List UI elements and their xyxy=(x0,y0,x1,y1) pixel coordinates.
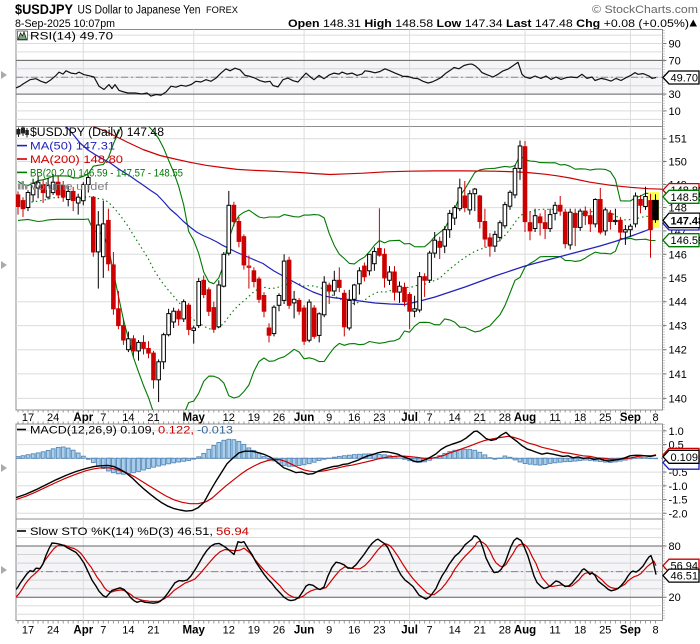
svg-text:140: 140 xyxy=(669,393,687,405)
svg-text:$USDJPY (Daily) 147.48: $USDJPY (Daily) 147.48 xyxy=(30,127,164,139)
svg-text:-1.5: -1.5 xyxy=(669,495,688,507)
svg-text:16: 16 xyxy=(348,412,360,424)
svg-text:MACD(12,26,9) 0.109,: MACD(12,26,9) 0.109, xyxy=(30,425,155,437)
svg-text:11: 11 xyxy=(549,412,560,424)
svg-text:19: 19 xyxy=(248,625,260,637)
svg-text:1.0: 1.0 xyxy=(669,426,684,438)
svg-text:28: 28 xyxy=(499,625,511,637)
svg-text:9: 9 xyxy=(326,412,332,424)
svg-text:18: 18 xyxy=(574,625,586,637)
svg-text:150: 150 xyxy=(669,157,687,169)
svg-text:26: 26 xyxy=(273,625,285,637)
svg-text:7: 7 xyxy=(100,412,106,424)
svg-text:24: 24 xyxy=(47,625,59,637)
svg-text:17: 17 xyxy=(22,625,34,637)
svg-text:8: 8 xyxy=(652,625,658,637)
svg-text:46.51: 46.51 xyxy=(671,571,699,583)
svg-text:24: 24 xyxy=(47,412,59,424)
svg-text:-2.0: -2.0 xyxy=(669,508,688,520)
svg-text:143: 143 xyxy=(669,321,687,333)
svg-text:28: 28 xyxy=(499,412,511,424)
svg-text:14: 14 xyxy=(449,625,461,637)
svg-text:Aug: Aug xyxy=(514,625,536,637)
svg-text:17: 17 xyxy=(22,412,34,424)
svg-text:Jun: Jun xyxy=(294,412,314,424)
svg-text:May: May xyxy=(183,412,206,424)
svg-text:14: 14 xyxy=(122,412,134,424)
svg-text:-1.0: -1.0 xyxy=(669,481,688,493)
svg-text:70: 70 xyxy=(669,55,681,67)
svg-text:145: 145 xyxy=(669,273,687,285)
svg-text:19: 19 xyxy=(248,412,260,424)
svg-text:8: 8 xyxy=(652,412,658,424)
svg-text:80: 80 xyxy=(669,541,681,553)
svg-text:9: 9 xyxy=(326,625,332,637)
svg-text:11: 11 xyxy=(549,625,560,637)
svg-text:© StockCharts.com: © StockCharts.com xyxy=(592,4,698,16)
svg-text:144: 144 xyxy=(669,297,687,309)
svg-text:Apr: Apr xyxy=(73,412,93,424)
svg-text:Aug: Aug xyxy=(514,412,536,424)
svg-text:26: 26 xyxy=(273,412,285,424)
svg-text:Open 148.31 High 148.58 Low: Open 148.31 High 148.58 Low 147.34 Last … xyxy=(288,18,689,30)
svg-text:90: 90 xyxy=(669,39,681,51)
svg-text:21: 21 xyxy=(474,412,486,424)
svg-text:146.59: 146.59 xyxy=(671,235,700,247)
svg-text:FOREX: FOREX xyxy=(206,5,239,16)
svg-text:21: 21 xyxy=(147,412,159,424)
svg-text:16: 16 xyxy=(348,625,360,637)
svg-text:7: 7 xyxy=(100,625,106,637)
svg-text:148.55: 148.55 xyxy=(671,192,700,204)
svg-text:Jul: Jul xyxy=(401,412,418,424)
svg-text:Apr: Apr xyxy=(73,625,93,637)
svg-text:Slow STO %K(14) %D(3) 46.51,: Slow STO %K(14) %D(3) 46.51, xyxy=(30,526,213,538)
svg-text:142: 142 xyxy=(669,345,687,357)
svg-text:0.109: 0.109 xyxy=(671,452,699,464)
svg-text:23: 23 xyxy=(373,625,385,637)
svg-text:147.48: 147.48 xyxy=(671,215,700,227)
svg-text:12: 12 xyxy=(223,412,235,424)
svg-text:23: 23 xyxy=(373,412,385,424)
svg-text:146: 146 xyxy=(669,249,687,261)
svg-text:Volume undef: Volume undef xyxy=(30,181,109,193)
svg-text:21: 21 xyxy=(474,625,486,637)
svg-text:May: May xyxy=(183,625,206,637)
svg-text:$USDJPY: $USDJPY xyxy=(15,1,74,17)
svg-text:14: 14 xyxy=(122,625,134,637)
svg-text:49.70: 49.70 xyxy=(671,73,699,85)
svg-text:151: 151 xyxy=(669,134,687,146)
svg-text:0.122,: 0.122, xyxy=(158,425,194,437)
svg-text:Jul: Jul xyxy=(401,625,418,637)
svg-text:8-Sep-2025 10:07pm: 8-Sep-2025 10:07pm xyxy=(15,18,115,30)
svg-text:BB(20,2.0) 146.59 - 147.57 - 1: BB(20,2.0) 146.59 - 147.57 - 148.55 xyxy=(30,167,183,179)
svg-text:20: 20 xyxy=(669,592,681,604)
svg-text:US Dollar to Japanese Yen: US Dollar to Japanese Yen xyxy=(78,5,201,17)
svg-text:Sep: Sep xyxy=(620,412,641,424)
svg-text:18: 18 xyxy=(574,412,586,424)
svg-text:30: 30 xyxy=(669,89,681,101)
svg-text:MA(50) 147.31: MA(50) 147.31 xyxy=(30,141,115,153)
svg-text:25: 25 xyxy=(599,625,611,637)
svg-text:Sep: Sep xyxy=(620,625,641,637)
svg-text:10: 10 xyxy=(669,106,681,118)
svg-text:12: 12 xyxy=(223,625,235,637)
svg-text:RSI(14) 49.70: RSI(14) 49.70 xyxy=(30,31,113,43)
svg-text:MA(200) 148.80: MA(200) 148.80 xyxy=(30,154,123,166)
svg-text:14: 14 xyxy=(449,412,461,424)
svg-text:7: 7 xyxy=(427,412,433,424)
svg-text:25: 25 xyxy=(599,412,611,424)
svg-text:21: 21 xyxy=(147,625,159,637)
svg-text:-0.013: -0.013 xyxy=(197,425,233,437)
svg-text:141: 141 xyxy=(669,369,687,381)
svg-text:Jun: Jun xyxy=(294,625,314,637)
svg-text:7: 7 xyxy=(427,625,433,637)
svg-text:56.94: 56.94 xyxy=(216,526,249,538)
